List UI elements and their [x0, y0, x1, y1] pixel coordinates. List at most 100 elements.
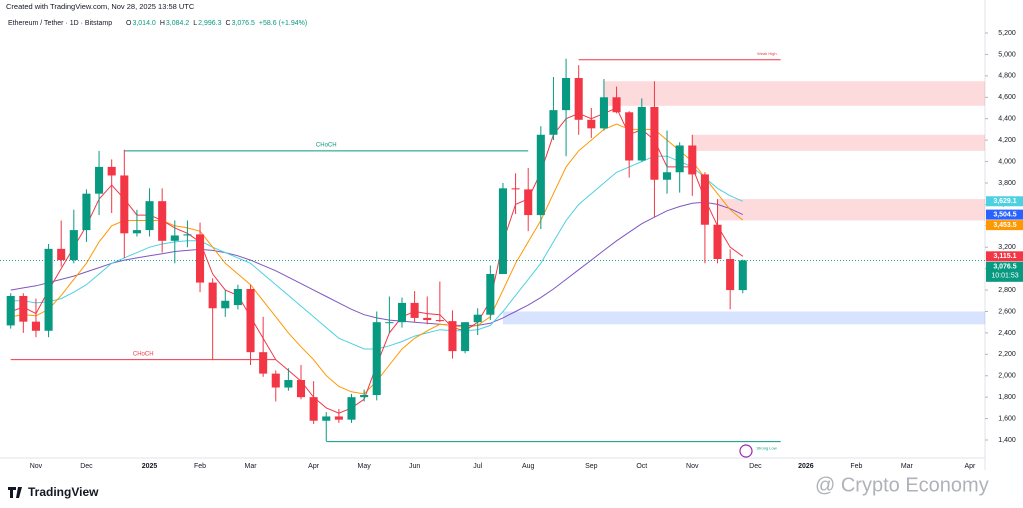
x-tick-label: Mar — [244, 463, 257, 470]
y-tick-label: 5,000 — [998, 51, 1016, 58]
candle-body — [183, 234, 192, 236]
candle-body — [145, 201, 154, 231]
candle-body — [663, 172, 672, 180]
y-tick-label: 3,800 — [998, 180, 1016, 187]
x-tick-label: 2026 — [798, 463, 814, 470]
x-tick-label: Aug — [522, 463, 535, 470]
y-tick-label: 2,400 — [998, 330, 1016, 337]
candle-body — [284, 380, 293, 388]
candle-body — [473, 314, 482, 323]
candle-body — [57, 248, 66, 261]
y-tick-label: 3,200 — [998, 244, 1016, 251]
candle-body — [69, 230, 78, 261]
candle-body — [246, 288, 255, 353]
candle-body — [107, 166, 116, 176]
x-tick-label: Dec — [749, 463, 762, 470]
y-tick-label: 1,800 — [998, 394, 1016, 401]
candle-body — [397, 302, 407, 323]
ma-value-label: 3,629.1 — [993, 198, 1016, 205]
candle-body — [82, 193, 91, 231]
zone — [603, 81, 985, 106]
brand: TradingView — [28, 485, 99, 499]
x-tick-label: Sep — [585, 463, 598, 470]
symbol: Ethereum / Tether · 1D · Bitstamp — [8, 20, 112, 27]
candle-body — [120, 175, 129, 234]
x-tick-label: May — [358, 463, 372, 470]
candle-body — [271, 373, 280, 388]
y-tick-label: 1,400 — [998, 437, 1016, 444]
y-tick-label: 4,400 — [998, 116, 1016, 123]
level-label: Strong Low — [756, 446, 776, 451]
y-tick-label: 5,200 — [998, 30, 1016, 37]
watermark: @ Crypto Economy — [815, 474, 989, 496]
event-icon — [739, 444, 753, 458]
candle-body — [334, 416, 343, 420]
candle-body — [372, 322, 381, 396]
candle-body — [309, 397, 318, 421]
ohlc-value: 3,076.5 — [232, 20, 255, 27]
countdown: 10:01:53 — [991, 273, 1018, 280]
candle-body — [170, 235, 179, 241]
candle-body — [423, 317, 432, 321]
candle-body — [549, 110, 558, 135]
ma-value-label-bg — [986, 209, 1023, 220]
price-label-bg — [986, 261, 1023, 282]
x-tick-label: Jul — [473, 463, 482, 470]
candle-body — [625, 112, 634, 161]
candle-body — [524, 189, 533, 216]
candle-body — [700, 174, 709, 225]
candle-body — [574, 78, 583, 120]
ohlc-key: C — [226, 20, 231, 27]
candle-body — [738, 260, 747, 291]
candle-body — [461, 322, 470, 352]
ma-value-label-bg — [986, 196, 1023, 207]
candle-body — [322, 416, 331, 421]
candle-body — [347, 397, 356, 420]
candle-body — [650, 106, 659, 180]
x-tick-label: 2025 — [142, 463, 158, 470]
candle-body — [726, 259, 735, 291]
y-tick-label: 4,600 — [998, 94, 1016, 101]
candle-body — [448, 321, 457, 352]
ohlc-change: +58.6 (+1.94%) — [259, 20, 307, 27]
x-tick-label: Apr — [965, 463, 977, 470]
ma-value-label: 3,115.1 — [994, 253, 1017, 260]
ohlc-value: 3,014.0 — [132, 20, 155, 27]
ma-value-label: 3,504.5 — [993, 211, 1016, 218]
candle-body — [44, 248, 53, 331]
y-tick-label: 4,000 — [998, 158, 1016, 165]
candle-body — [688, 145, 697, 175]
candle-body — [132, 230, 141, 234]
candle-body — [158, 201, 167, 241]
y-tick-label: 4,200 — [998, 137, 1016, 144]
candle-body — [511, 188, 520, 190]
x-tick-label: Jun — [409, 463, 420, 470]
zone — [502, 311, 985, 325]
candle-body — [360, 395, 369, 398]
x-tick-label: Mar — [901, 463, 914, 470]
candle-body — [536, 134, 545, 216]
x-tick-label: Oct — [636, 463, 647, 470]
candle-body — [599, 97, 608, 129]
logo-mark — [8, 487, 22, 498]
ohlc-value: 3,084.2 — [166, 20, 189, 27]
y-tick-label: 4,800 — [998, 73, 1016, 80]
candle-body — [410, 302, 419, 318]
y-tick-label: 2,800 — [998, 287, 1016, 294]
candle-body — [637, 106, 646, 161]
ma-value-label-bg — [986, 251, 1023, 262]
ma-value-label-bg — [986, 220, 1023, 231]
ohlc-key: L — [193, 20, 197, 27]
candle-body — [486, 274, 495, 315]
candle-body — [259, 352, 268, 374]
y-tick-label: 1,600 — [998, 415, 1016, 422]
candle-body — [385, 322, 394, 324]
candle-body — [208, 282, 217, 309]
zone — [717, 199, 985, 221]
x-tick-label: Feb — [194, 463, 206, 470]
price-label: 3,076.5 — [993, 264, 1016, 271]
x-tick-label: Dec — [80, 463, 93, 470]
x-tick-label: Nov — [686, 463, 699, 470]
